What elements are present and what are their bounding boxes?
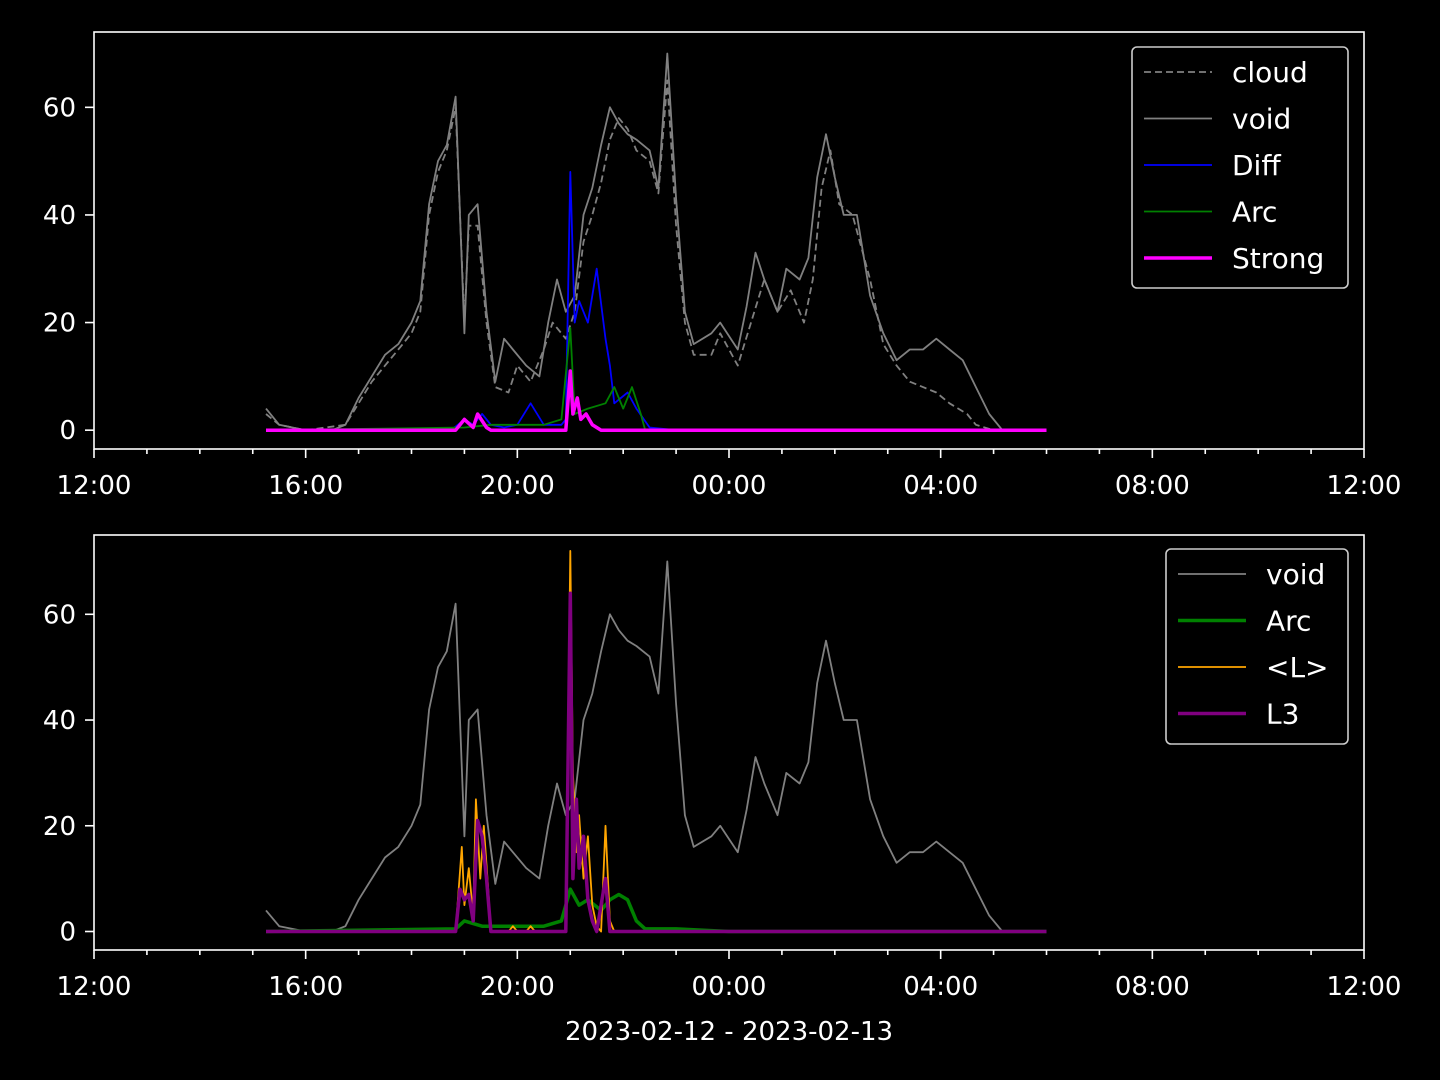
y-tick-label: 60 xyxy=(43,93,76,123)
legend-label: void xyxy=(1266,558,1325,591)
x-axis-label: 2023-02-12 - 2023-02-13 xyxy=(565,1017,893,1047)
legend-label: Arc xyxy=(1232,196,1277,229)
x-tick-label: 12:00 xyxy=(1327,471,1402,501)
series-line-l3 xyxy=(266,591,1047,934)
series-line-void xyxy=(265,52,1047,432)
x-tick-label: 12:00 xyxy=(1327,972,1402,1002)
legend-label: <L> xyxy=(1266,651,1329,684)
legend: void Arc <L> L3 xyxy=(1165,548,1349,745)
x-tick-label: 12:00 xyxy=(57,972,132,1002)
x-tick-label: 00:00 xyxy=(692,972,767,1002)
y-tick-label: 20 xyxy=(43,309,76,339)
y-tick-label: 60 xyxy=(43,600,76,630)
legend-label: L3 xyxy=(1266,698,1299,731)
series-line-diff xyxy=(266,171,1047,432)
subplot-2: 12:00 16:00 20:00 00:00 04:00 08:00 12:00 0 20 40… xyxy=(43,534,1402,1047)
y-tick-label: 20 xyxy=(43,812,76,842)
x-tick-label: 20:00 xyxy=(480,972,555,1002)
series-line-arc xyxy=(265,327,1047,432)
series-line-strong xyxy=(266,369,1047,432)
x-tick-label: 16:00 xyxy=(268,471,343,501)
legend: cloud void Diff Arc Strong xyxy=(1131,46,1349,289)
y-tick-label: 40 xyxy=(43,706,76,736)
legend-label: Strong xyxy=(1232,242,1324,275)
x-tick-label: 08:00 xyxy=(1115,471,1190,501)
series-line-arc xyxy=(265,887,1047,934)
series-line-void xyxy=(265,560,1047,933)
legend-label: cloud xyxy=(1232,56,1308,89)
x-tick-label: 20:00 xyxy=(480,471,555,501)
series-line-cloud xyxy=(265,79,1047,432)
subplot-1: 12:00 16:00 20:00 00:00 04:00 08:00 12:00 0 20 40… xyxy=(43,31,1402,501)
y-tick-label: 0 xyxy=(59,416,76,446)
x-tick-label: 04:00 xyxy=(903,471,978,501)
x-tick-label: 04:00 xyxy=(903,972,978,1002)
x-tick-label: 16:00 xyxy=(268,972,343,1002)
legend-label: Arc xyxy=(1266,605,1311,638)
legend-box xyxy=(1131,46,1349,289)
x-tick-label: 00:00 xyxy=(692,471,767,501)
legend-box xyxy=(1165,548,1349,745)
legend-label: void xyxy=(1232,103,1291,136)
x-tick-label: 08:00 xyxy=(1115,972,1190,1002)
legend-label: Diff xyxy=(1232,149,1281,182)
x-tick-label: 12:00 xyxy=(57,471,132,501)
y-tick-label: 0 xyxy=(59,917,76,947)
y-tick-label: 40 xyxy=(43,201,76,231)
